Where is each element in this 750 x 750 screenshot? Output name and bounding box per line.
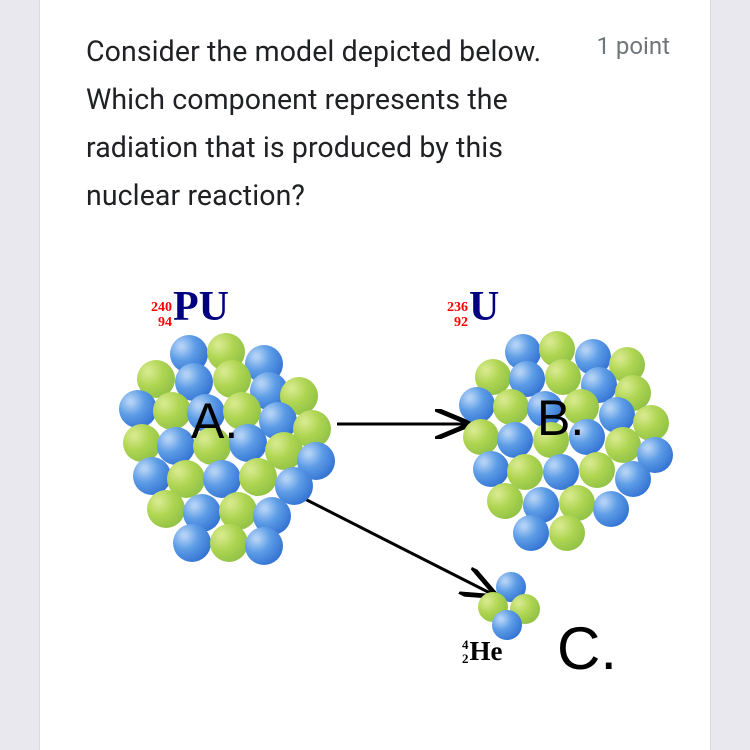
question-header: Consider the model depicted below. Which… (86, 28, 670, 220)
neutron-sphere (487, 483, 523, 519)
neutron-sphere (463, 419, 499, 455)
neutron-sphere (239, 458, 277, 496)
label-c: C. (557, 614, 617, 683)
proton-sphere (133, 457, 171, 495)
proton-sphere (459, 387, 495, 423)
proton-sphere (245, 527, 283, 565)
proton-sphere (543, 454, 579, 490)
points-label: 1 point (596, 28, 670, 60)
proton-sphere (119, 390, 157, 428)
question-card: Consider the model depicted below. Which… (39, 0, 711, 750)
neutron-sphere (147, 490, 185, 528)
neutron-sphere (579, 452, 615, 488)
neutron-sphere (123, 424, 161, 462)
proton-sphere (615, 461, 651, 497)
proton-sphere (513, 515, 549, 551)
neutron-sphere (549, 515, 585, 551)
nuclear-reaction-diagram: 240 94 PU 236 92 U 4 2 He (87, 274, 669, 694)
label-a: A. (191, 392, 238, 450)
neutron-sphere (210, 524, 248, 562)
proton-sphere (473, 451, 509, 487)
diagram-container: 240 94 PU 236 92 U 4 2 He (86, 274, 670, 694)
question-text: Consider the model depicted below. Which… (86, 28, 576, 220)
proton-sphere (492, 610, 522, 640)
proton-sphere (157, 427, 195, 465)
proton-sphere (497, 422, 533, 458)
neutron-sphere (493, 389, 529, 425)
proton-sphere (593, 491, 629, 527)
proton-sphere (173, 524, 211, 562)
neutron-sphere (153, 392, 191, 430)
label-b: B. (537, 389, 584, 447)
